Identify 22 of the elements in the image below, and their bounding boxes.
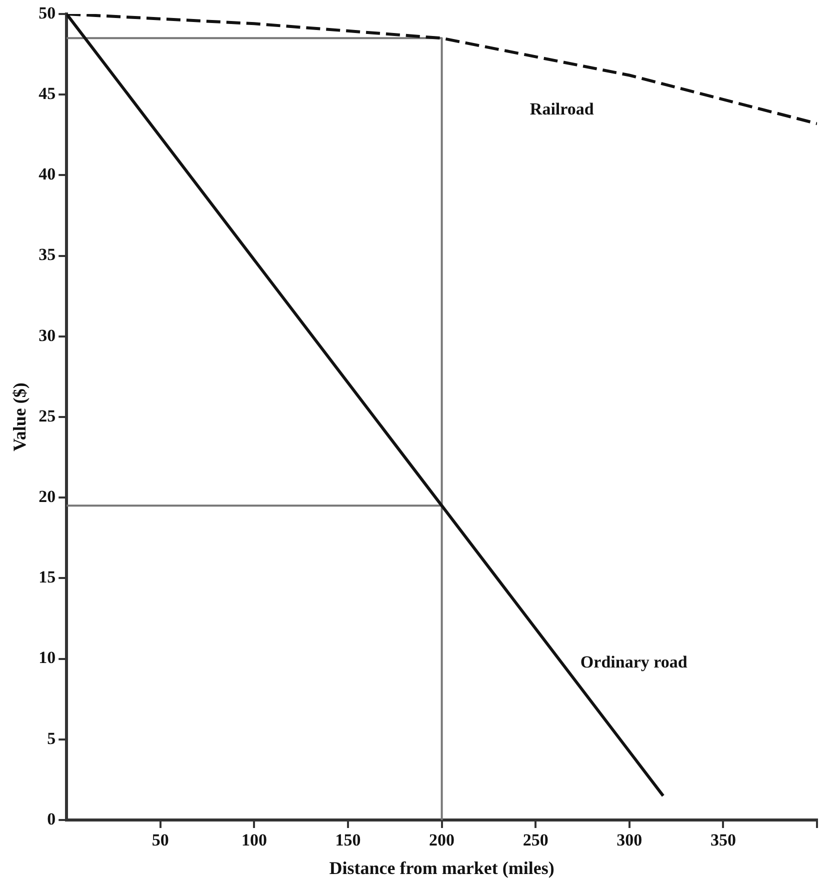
x-tick-label: 50: [152, 830, 169, 850]
series-label: Ordinary road: [580, 652, 688, 672]
y-tick-label: 40: [38, 164, 56, 184]
y-tick-label: 20: [38, 486, 56, 506]
y-tick-label: 0: [47, 809, 56, 828]
x-tick-label: 300: [616, 830, 642, 850]
y-tick-label: 5: [47, 728, 56, 748]
y-tick-label: 30: [38, 326, 56, 345]
y-axis-title: Value ($): [9, 382, 30, 452]
x-tick-label: 100: [241, 830, 267, 850]
x-tick-label: 200: [429, 830, 455, 850]
series-label: Railroad: [530, 99, 594, 118]
y-tick-label: 35: [38, 245, 56, 264]
x-axis-title: Distance from market (miles): [329, 858, 554, 878]
x-tick-label: 150: [335, 830, 361, 850]
y-tick-label: 45: [38, 84, 56, 103]
y-tick-label: 25: [38, 406, 56, 426]
x-tick-label: 250: [522, 830, 548, 850]
y-tick-label: 50: [38, 3, 56, 22]
y-tick-label: 15: [38, 568, 56, 587]
x-tick-label: 350: [710, 830, 736, 850]
y-tick-label: 10: [38, 648, 56, 668]
